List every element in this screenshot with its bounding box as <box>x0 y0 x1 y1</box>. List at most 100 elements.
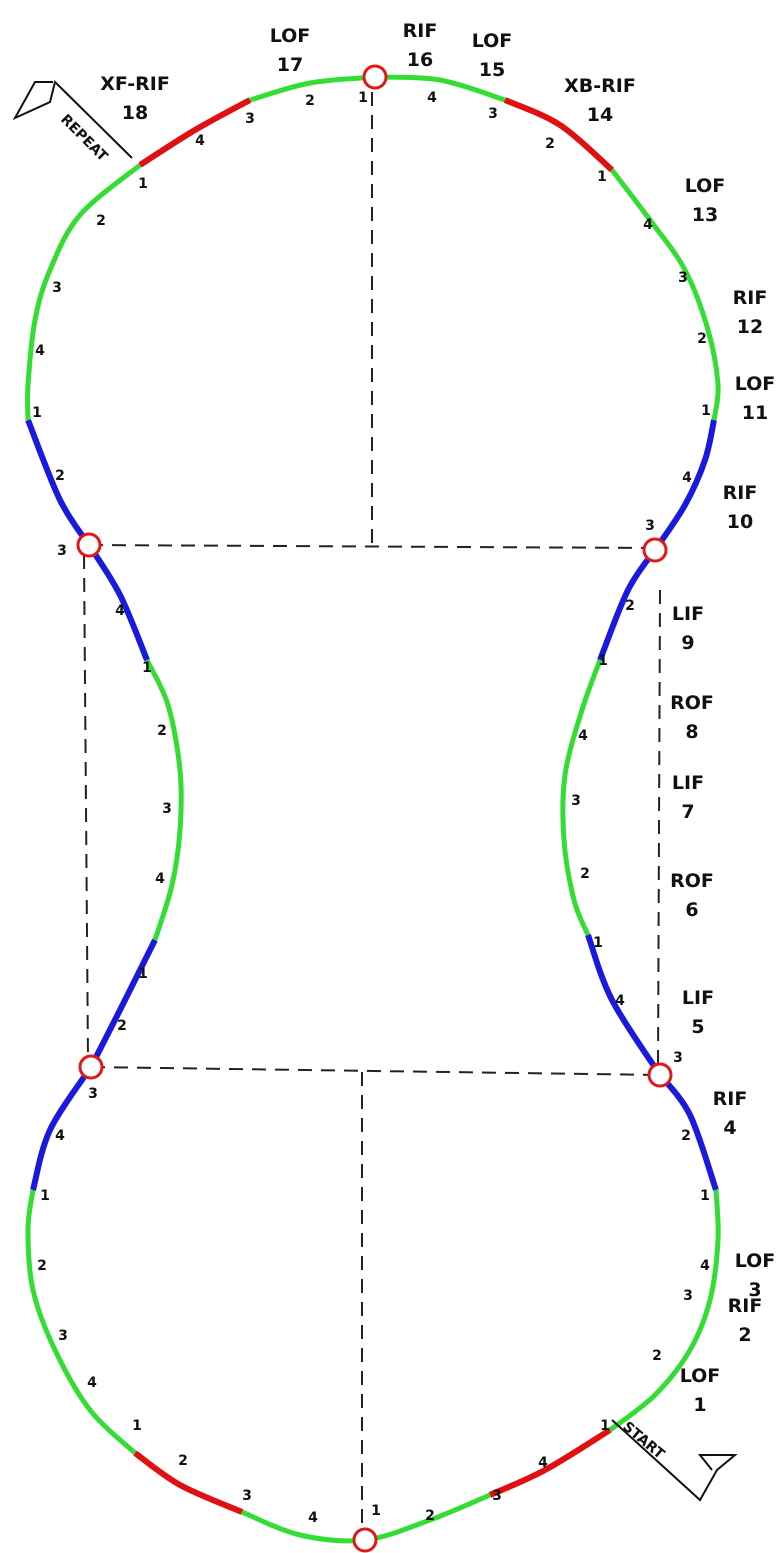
beat-count: 1 <box>371 1503 381 1519</box>
beat-count: 4 <box>578 728 588 744</box>
beat-count: 4 <box>35 343 45 359</box>
beat-count: 4 <box>155 871 165 887</box>
beat-count: 4 <box>700 1258 710 1274</box>
track-segment <box>133 1450 244 1515</box>
beat-count: 4 <box>643 217 653 233</box>
beat-count: 1 <box>40 1188 50 1204</box>
track-segment <box>560 659 603 936</box>
step-number: 7 <box>681 801 694 823</box>
node <box>362 64 388 90</box>
step-name: RIF <box>733 287 768 309</box>
beat-count: 1 <box>593 935 603 951</box>
beat-count: 2 <box>697 331 707 347</box>
step-number: 3 <box>748 1279 761 1301</box>
beat-count: 2 <box>117 1018 127 1034</box>
beat-count: 2 <box>580 866 590 882</box>
arrows <box>12 80 738 1502</box>
track-segment <box>86 543 150 662</box>
beat-count: 2 <box>625 598 635 614</box>
beat-count: 4 <box>427 90 437 106</box>
node <box>352 1527 378 1553</box>
beat-count: 1 <box>700 1188 710 1204</box>
beat-count: 1 <box>598 653 608 669</box>
track-segment <box>585 933 663 1077</box>
beat-count: 4 <box>115 603 125 619</box>
repeat-label: REPEAT <box>57 112 111 166</box>
beat-count: 1 <box>138 966 148 982</box>
track-segment <box>610 168 721 421</box>
step-name: LIF <box>672 772 704 794</box>
beat-count: 2 <box>55 468 65 484</box>
beat-count: 2 <box>681 1128 691 1144</box>
beat-count: 2 <box>305 93 315 109</box>
track-segment <box>24 163 142 421</box>
node <box>642 537 668 563</box>
beat-count: 3 <box>245 111 255 127</box>
beat-count: 4 <box>195 133 205 149</box>
beat-count: 3 <box>242 1488 252 1504</box>
beat-count: 1 <box>138 176 148 192</box>
step-number: 4 <box>723 1117 736 1139</box>
beat-count: 3 <box>645 518 655 534</box>
track-segment <box>488 1427 612 1498</box>
step-name: LIF <box>682 987 714 1009</box>
step-number: 2 <box>738 1324 751 1346</box>
step-number: 1 <box>693 1394 706 1416</box>
step-name: ROF <box>670 692 714 714</box>
step-number: 12 <box>737 316 763 338</box>
beat-count: 3 <box>162 801 172 817</box>
step-name: LOF <box>735 373 776 395</box>
labels: LOF1RIF2LOF3RIF4LIF5ROF6LIF7ROF8LIF9RIF1… <box>32 20 775 1526</box>
beat-count: 3 <box>673 1050 683 1066</box>
beat-count: 4 <box>682 470 692 486</box>
track-segment <box>249 74 376 103</box>
track-segment <box>88 938 158 1069</box>
track-segment <box>652 419 717 552</box>
dashed-line <box>83 554 89 1061</box>
dashed-line <box>657 589 661 1071</box>
step-name: LOF <box>472 30 513 52</box>
beat-count: 4 <box>308 1510 318 1526</box>
step-name: LOF <box>735 1250 776 1272</box>
step-number: 8 <box>685 721 698 743</box>
step-number: 5 <box>691 1016 704 1038</box>
beat-count: 3 <box>58 1328 68 1344</box>
beat-count: 3 <box>488 106 498 122</box>
beat-count: 2 <box>96 213 106 229</box>
beat-count: 4 <box>55 1128 65 1144</box>
step-name: RIF <box>723 482 758 504</box>
step-number: 18 <box>122 102 148 124</box>
beat-count: 4 <box>538 1455 548 1471</box>
dashed-line <box>90 1066 661 1076</box>
beat-count: 4 <box>615 993 625 1009</box>
step-name: LOF <box>680 1365 721 1387</box>
node <box>76 532 102 558</box>
node <box>647 1062 673 1088</box>
beat-count: 3 <box>88 1086 98 1102</box>
step-name: RIF <box>728 1295 763 1317</box>
step-number: 16 <box>407 49 433 71</box>
step-name: LIF <box>672 603 704 625</box>
track-segment <box>374 74 506 103</box>
beat-count: 1 <box>142 660 152 676</box>
step-name: XF-RIF <box>100 73 170 95</box>
step-name: XB-RIF <box>564 75 636 97</box>
beat-count: 3 <box>571 793 581 809</box>
beat-count: 1 <box>701 403 711 419</box>
beat-count: 4 <box>87 1375 97 1391</box>
track-segment <box>138 97 252 168</box>
nodes <box>76 64 673 1553</box>
step-name: LOF <box>270 25 311 47</box>
beat-count: 3 <box>683 1288 693 1304</box>
step-number: 9 <box>681 632 694 654</box>
track <box>24 74 721 1544</box>
beat-count: 1 <box>32 405 42 421</box>
step-number: 11 <box>742 402 768 424</box>
track-segment <box>608 1189 721 1432</box>
start-label: START <box>619 1419 667 1463</box>
step-number: 13 <box>692 204 718 226</box>
node <box>78 1054 104 1080</box>
guide-lines <box>83 92 661 1528</box>
step-number: 6 <box>685 899 698 921</box>
